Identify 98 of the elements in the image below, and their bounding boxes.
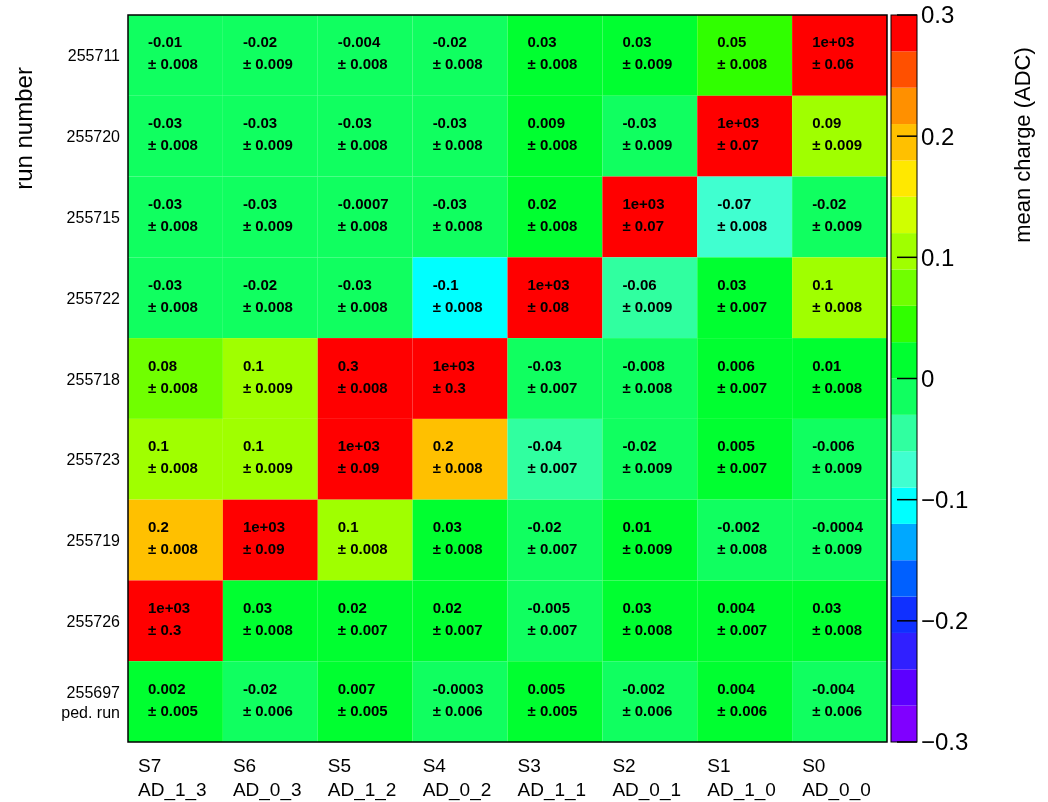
data-label: 0.08 ± 0.008	[148, 356, 198, 396]
color-bar-title: mean charge (ADC)	[1010, 47, 1035, 243]
data-label: -0.02 ± 0.008	[242, 275, 293, 315]
data-label: 0.03 ± 0.008	[527, 33, 578, 73]
data-label: -0.04 ± 0.007	[527, 437, 578, 477]
data-label: 0.03 ± 0.008	[622, 598, 673, 638]
data-label: 0.2 ± 0.008	[432, 437, 483, 477]
y-tick-label: 255715	[66, 208, 121, 226]
data-label: -0.0004 ± 0.009	[812, 518, 864, 558]
data-label: -0.03 ± 0.008	[148, 275, 198, 315]
data-label: 0.09 ± 0.009	[812, 114, 863, 154]
data-label: -0.02 ± 0.006	[242, 679, 293, 719]
color-bar-label: −0.2	[921, 607, 969, 635]
data-label: -0.03 ± 0.008	[337, 275, 388, 315]
color-bar-label: 0.1	[921, 243, 955, 271]
data-label: -0.1 ± 0.008	[432, 275, 483, 315]
data-label: -0.03 ± 0.008	[432, 194, 483, 234]
data-label: 0.1 ± 0.008	[148, 437, 198, 477]
data-label: 0.005 ± 0.005	[527, 679, 578, 719]
data-label: 0.009 ± 0.008	[527, 114, 578, 154]
data-label: 1e+03 ± 0.07	[717, 114, 760, 154]
data-label: -0.01 ± 0.008	[148, 33, 198, 73]
data-label: -0.03 ± 0.009	[622, 114, 673, 154]
data-label: -0.06 ± 0.009	[622, 275, 673, 315]
data-label: -0.07 ± 0.008	[717, 194, 768, 234]
data-label: 0.05 ± 0.008	[717, 33, 768, 73]
data-label: 0.004 ± 0.007	[717, 598, 768, 638]
data-label: 0.01 ± 0.008	[812, 356, 863, 396]
data-label: -0.008 ± 0.008	[622, 356, 673, 396]
data-label: 0.007 ± 0.005	[337, 679, 388, 719]
y-tick-label: 255711	[67, 47, 121, 65]
data-label: 0.01 ± 0.009	[622, 518, 673, 558]
data-label: -0.02 ± 0.009	[812, 194, 863, 234]
data-label: 1e+03 ± 0.09	[337, 437, 380, 477]
x-tick-label: S2 AD_0_1	[612, 755, 682, 801]
color-bar-label: 0.3	[921, 1, 955, 29]
data-label: -0.02 ± 0.009	[622, 437, 673, 477]
data-label: 0.005 ± 0.007	[717, 437, 768, 477]
data-label: 1e+03 ± 0.3	[148, 598, 191, 638]
data-label: -0.03 ± 0.007	[527, 356, 578, 396]
data-label: -0.004 ± 0.008	[337, 33, 388, 73]
x-tick-label: S3 AD_1_1	[517, 755, 587, 801]
data-label: 1e+03 ± 0.08	[527, 275, 570, 315]
data-label: -0.03 ± 0.008	[337, 114, 388, 154]
data-label: 0.02 ± 0.008	[527, 194, 578, 234]
y-tick-label: 255726	[66, 612, 121, 630]
data-label: 1e+03 ± 0.09	[242, 518, 286, 558]
data-label: -0.03 ± 0.009	[242, 194, 293, 234]
data-label: 0.02 ± 0.007	[337, 598, 388, 638]
data-label: 0.2 ± 0.008	[148, 518, 198, 558]
data-label: -0.02 ± 0.008	[432, 33, 483, 73]
data-label: -0.03 ± 0.008	[148, 194, 198, 234]
data-label: 0.02 ± 0.007	[432, 598, 483, 638]
data-label: -0.02 ± 0.009	[242, 33, 293, 73]
data-label: 0.004 ± 0.006	[717, 679, 768, 719]
data-label: 0.1 ± 0.008	[337, 518, 388, 558]
y-axis-title: run number	[10, 67, 37, 190]
y-tick-label: 255720	[66, 128, 121, 146]
x-tick-label: S5 AD_1_2	[327, 755, 397, 801]
data-label: 0.3 ± 0.008	[337, 356, 388, 396]
y-tick-label: 255697 ped. run	[61, 683, 121, 721]
data-label: 0.1 ± 0.008	[812, 275, 863, 315]
y-tick-label: 255718	[66, 370, 121, 388]
y-tick-label: 255719	[66, 532, 121, 550]
data-label: 0.03 ± 0.007	[717, 275, 768, 315]
data-label: 0.03 ± 0.008	[432, 518, 483, 558]
data-label: 0.006 ± 0.007	[717, 356, 768, 396]
color-bar-label: 0	[921, 364, 935, 392]
data-label: -0.004 ± 0.006	[812, 679, 863, 719]
data-label: -0.03 ± 0.009	[242, 114, 293, 154]
x-tick-label: S7 AD_1_3	[138, 755, 207, 801]
data-label: -0.006 ± 0.009	[812, 437, 863, 477]
data-label: -0.03 ± 0.008	[432, 114, 483, 154]
data-label: -0.002 ± 0.006	[622, 679, 673, 719]
color-bar-label: −0.3	[921, 728, 969, 756]
data-label: -0.0003 ± 0.006	[432, 679, 484, 719]
x-tick-label: S6 AD_0_3	[232, 755, 302, 801]
data-label: -0.0007 ± 0.008	[337, 194, 389, 234]
data-label: -0.002 ± 0.008	[717, 518, 768, 558]
data-label: 1e+03 ± 0.3	[432, 356, 475, 396]
data-label: -0.03 ± 0.008	[148, 114, 198, 154]
data-label: -0.005 ± 0.007	[527, 598, 578, 638]
data-label: 0.1 ± 0.009	[242, 437, 293, 477]
data-label: 1e+03 ± 0.06	[812, 33, 855, 73]
data-label: 1e+03 ± 0.07	[622, 194, 665, 234]
y-tick-label: 255722	[66, 289, 121, 307]
y-tick-label: 255723	[66, 451, 121, 469]
color-bar-label: 0.2	[921, 122, 955, 150]
data-label: -0.02 ± 0.007	[527, 518, 578, 558]
data-label: 0.03 ± 0.008	[812, 598, 863, 638]
x-tick-label: S1 AD_1_0	[707, 755, 776, 801]
color-bar-label: −0.1	[921, 486, 969, 514]
data-label: 0.03 ± 0.009	[622, 33, 673, 73]
x-tick-label: S0 AD_0_0	[802, 755, 871, 801]
data-label: 0.03 ± 0.008	[242, 598, 293, 638]
x-tick-label: S4 AD_0_2	[422, 755, 492, 801]
data-label: 0.002 ± 0.005	[148, 679, 198, 719]
data-label: 0.1 ± 0.009	[242, 356, 293, 396]
